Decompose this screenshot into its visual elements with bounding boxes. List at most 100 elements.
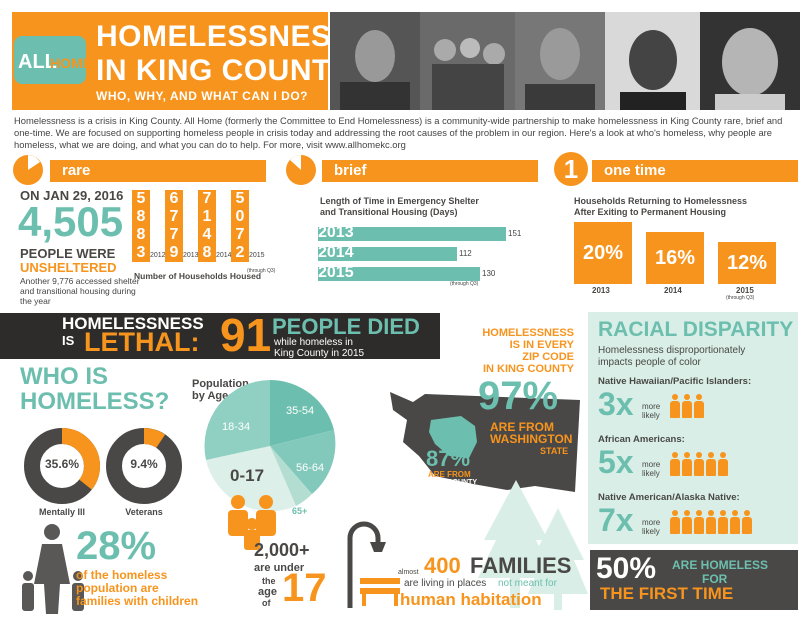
svg-text:HOME: HOME [50,55,86,71]
person-icon [670,452,680,476]
households-digit: 6 [165,190,183,208]
photo-older-man [700,12,800,110]
mentally-ill-donut [24,428,100,504]
title-line2: IN KING COUNTY: [96,54,360,87]
onetime-badge: 1 [554,152,588,186]
rare-header-bar [50,160,266,182]
allhome-logo: ALL HOME [14,36,86,84]
racial-people-icons [670,510,754,539]
title-line1: HOMELESSNESS [96,20,353,53]
brief-bar [318,247,457,261]
person-icon [706,452,716,476]
racial-multiplier: 5x [598,444,634,480]
brief-bar [318,267,480,281]
lethal-line1: HOMELESSNESS [62,314,204,333]
racial-disparity-panel [588,312,798,544]
onetime-caption-line1: Households Returning to Homelessness [574,196,748,206]
person-icon [694,452,704,476]
slice-65-plus [270,446,312,506]
onetime-pct-box: 16% [646,232,704,284]
street-lamp-icon [347,521,386,608]
lethal-sub2: King County in 2015 [274,348,365,359]
under-line4: of [262,598,271,608]
under-line1: are under [254,562,305,574]
brief-caption-line2: and Transitional Housing (Days) [320,207,458,217]
brief-bar-year: 2015 [318,264,354,281]
brief-pie-icon [286,155,316,185]
first-line1: ARE HOMELESS [672,558,769,572]
zip-line2: IS IN EVERY [509,339,574,351]
zip-line1: HOMELESSNESS [482,327,574,339]
onetime-pct-box: 12% [718,242,776,284]
brief-bar-chart: 2013 151 2014 112 2015 130 (through Q3) [318,224,533,287]
lethal-is: IS [62,333,75,348]
zip-wa-line2: WASHINGTON [490,432,573,446]
veterans-label: Veterans [125,507,163,517]
households-year: 2013 [183,252,199,259]
age-title-line2: by Age [192,390,229,402]
lethal-number: 91 [220,309,272,361]
subtitle: WHO, WHY, AND WHAT CAN I DO? [96,89,308,103]
person-icon [682,510,692,534]
zip-wa-line1: ARE FROM [490,420,554,434]
households-chart: 5 8 8 3 2012 6 7 7 9 2013 7 1 4 8 2014 5 0 7 2 2015 (through… [132,190,275,274]
families-hab-line3: human habitation [400,590,542,609]
age-label-65-plus: 65+ [292,506,308,516]
households-digit: 8 [132,226,150,244]
onetime-pct-box: 20% [574,222,632,284]
families-word: FAMILIES [470,553,572,578]
lethal-band [0,313,440,359]
slice-0-17 [206,446,296,512]
photo-woman [330,12,420,110]
rare-date: ON JAN 29, 2016 [20,188,124,203]
brief-caption-line1: Length of Time in Emergency Shelter [320,196,479,206]
households-note: (through Q3) [247,268,276,274]
racial-likely: likely [642,411,660,420]
racial-people-icons [670,394,706,423]
photo-children [420,12,515,110]
person-icon [730,510,740,534]
families-almost: almost [398,569,419,576]
households-year: 2014 [216,252,232,259]
brief-header-bar [322,160,538,182]
person-icon [670,510,680,534]
households-column: 6 7 7 9 2013 [165,190,199,262]
zip-pct-kc: 87% [426,446,471,471]
households-digit: 5 [132,190,150,208]
who-title-line2: HOMELESS? [20,388,170,415]
veterans-pct: 9.4% [130,457,158,471]
racial-group-name: Native American/Alaska Native: [598,492,740,503]
svg-text:ALL: ALL [18,51,57,73]
racial-group-name: Native Hawaiian/Pacific Islanders: [598,376,752,387]
onetime-note: (through Q3) [726,295,755,301]
households-column: 7 1 4 8 2014 [198,190,232,262]
households-digit: 4 [198,226,216,244]
racial-likely: likely [642,527,660,536]
racial-title: RACIAL DISPARITY [598,318,794,341]
age-label-56-64: 56-64 [296,462,325,474]
brief-bar-value: 130 [482,269,496,278]
family-silhouette-icon [22,524,84,614]
under-line2: the [262,576,276,586]
brief-bar-year: 2014 [318,244,354,261]
onetime-header-bar [592,160,798,182]
onetime-label: one time [604,162,666,179]
brief-bar [318,227,506,241]
lethal-word: LETHAL: [84,327,200,357]
lethal-died: PEOPLE DIED [272,314,420,339]
first-line2: FOR [702,572,728,586]
brief-bar-value: 151 [508,229,522,238]
racial-more: more [642,402,661,411]
who-title-line1: WHO IS [20,363,108,390]
households-year: 2012 [150,252,166,259]
under-count: 2,000+ [254,540,310,560]
households-column: 5 0 7 2 2015 (through Q3) [231,190,275,274]
veterans-donut [106,428,182,504]
person-icon [682,394,692,418]
rare-line1: PEOPLE WERE [20,246,116,261]
person-icon [742,510,752,534]
children-icon [228,495,276,550]
households-digit: 7 [198,190,216,208]
households-digit: 8 [198,244,216,262]
age-title-line1: Population [192,378,249,390]
